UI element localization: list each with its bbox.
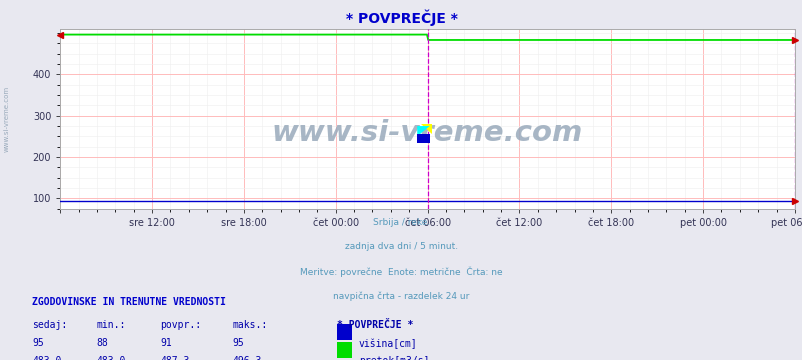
Text: maks.:: maks.: — [233, 320, 268, 330]
Bar — [417, 134, 430, 143]
Text: 95: 95 — [233, 338, 245, 348]
Text: pretok[m3/s]: pretok[m3/s] — [358, 356, 429, 360]
Polygon shape — [417, 126, 429, 136]
Text: 496,3: 496,3 — [233, 356, 262, 360]
Text: ZGODOVINSKE IN TRENUTNE VREDNOSTI: ZGODOVINSKE IN TRENUTNE VREDNOSTI — [32, 297, 225, 307]
Polygon shape — [420, 124, 431, 134]
Text: 95: 95 — [32, 338, 44, 348]
Text: sedaj:: sedaj: — [32, 320, 67, 330]
Text: min.:: min.: — [96, 320, 126, 330]
Text: www.si-vreme.com: www.si-vreme.com — [3, 86, 10, 152]
Text: 483,0: 483,0 — [32, 356, 62, 360]
Text: zadnja dva dni / 5 minut.: zadnja dva dni / 5 minut. — [345, 242, 457, 251]
Text: 88: 88 — [96, 338, 108, 348]
Text: višina[cm]: višina[cm] — [358, 338, 417, 349]
Text: Meritve: povrečne  Enote: metrične  Črta: ne: Meritve: povrečne Enote: metrične Črta: … — [300, 267, 502, 277]
Text: Srbija / reke.: Srbija / reke. — [372, 218, 430, 227]
Text: www.si-vreme.com: www.si-vreme.com — [272, 119, 582, 147]
Text: 91: 91 — [160, 338, 172, 348]
Text: navpična črta - razdelek 24 ur: navpična črta - razdelek 24 ur — [333, 291, 469, 301]
Text: * POVPREČJE *: * POVPREČJE * — [337, 320, 413, 330]
Text: * POVPREČJE *: * POVPREČJE * — [345, 9, 457, 26]
Text: 483,0: 483,0 — [96, 356, 126, 360]
Text: povpr.:: povpr.: — [160, 320, 201, 330]
Text: 487,3: 487,3 — [160, 356, 190, 360]
